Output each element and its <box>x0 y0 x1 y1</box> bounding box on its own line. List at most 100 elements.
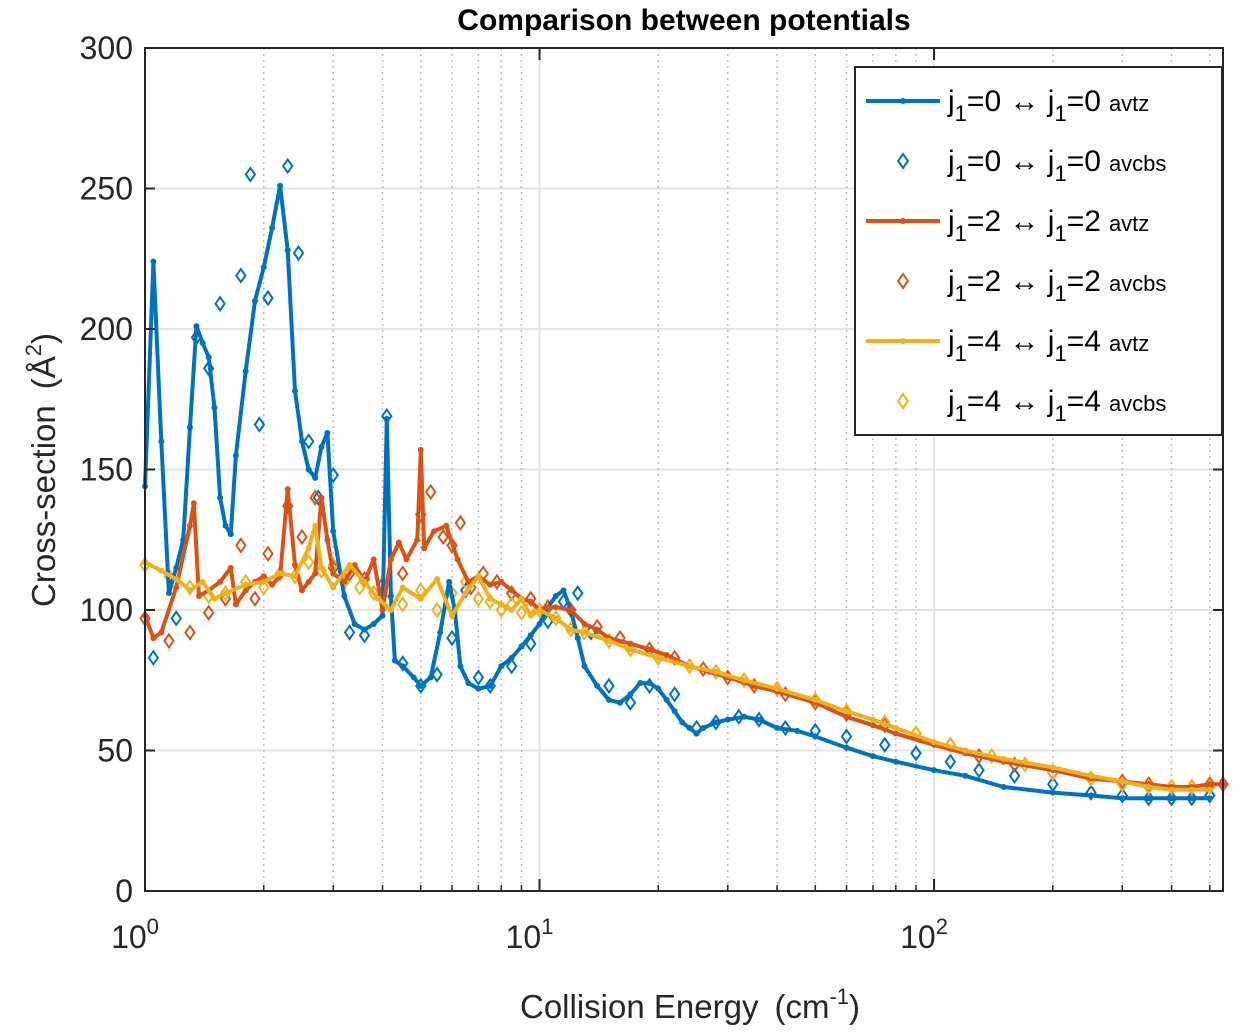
data-marker <box>262 545 274 563</box>
data-point <box>700 725 707 732</box>
data-point <box>251 297 258 304</box>
data-point <box>260 578 267 585</box>
y-tick-label: 0 <box>115 873 133 909</box>
y-axis-label: Cross-section (Å2) <box>21 333 62 607</box>
x-tick-exponent: 0 <box>147 914 159 939</box>
x-tick-label: 102 <box>900 914 948 955</box>
data-marker <box>396 565 409 582</box>
data-point <box>443 522 450 529</box>
legend-subscript: 1 <box>1054 281 1066 306</box>
data-marker <box>292 244 305 262</box>
data-point <box>536 607 543 613</box>
legend-item-avtz4: j1=4 ↔ j1=4 avtz <box>866 325 1149 366</box>
data-point <box>217 494 224 501</box>
data-point <box>370 621 377 628</box>
y-axis-unit-exponent: 2 <box>21 344 46 356</box>
data-point <box>150 635 157 642</box>
data-marker <box>253 416 266 433</box>
data-marker <box>170 610 183 627</box>
data-point <box>646 680 653 687</box>
x-axis-label-text: Collision Energy <box>520 988 759 1025</box>
data-point <box>774 685 781 692</box>
legend-subscript: 1 <box>1054 341 1066 366</box>
data-point <box>498 601 505 608</box>
data-marker <box>624 694 637 711</box>
x-tick-exponent: 2 <box>936 914 948 939</box>
data-point <box>527 612 534 619</box>
y-tick-label: 200 <box>80 311 133 347</box>
data-marker <box>257 579 270 596</box>
data-point <box>1206 795 1213 802</box>
data-point <box>518 595 525 602</box>
data-point <box>260 573 267 580</box>
data-point <box>277 570 284 577</box>
data-marker <box>910 745 922 762</box>
data-point <box>724 716 731 723</box>
data-point <box>417 682 424 689</box>
data-point <box>1000 755 1007 762</box>
data-point <box>465 680 472 687</box>
y-axis-unit: (Å <box>25 356 62 389</box>
data-point <box>391 657 398 664</box>
y-axis-label-text: Cross-section <box>25 405 62 607</box>
data-point <box>567 607 574 613</box>
data-point <box>232 601 239 608</box>
data-point <box>205 354 212 361</box>
data-point <box>305 578 312 585</box>
legend-potential-tag: avcbs <box>1109 151 1166 176</box>
data-marker <box>446 629 458 647</box>
legend-subscript: 1 <box>1054 221 1066 246</box>
data-point <box>655 654 662 661</box>
data-point <box>330 528 337 535</box>
data-marker <box>244 166 257 183</box>
data-point <box>330 584 337 591</box>
data-point <box>346 562 353 569</box>
data-point <box>158 629 165 636</box>
data-point <box>574 635 581 642</box>
data-point <box>199 578 206 585</box>
data-point <box>508 654 515 661</box>
legend-marker-swatch <box>896 392 910 410</box>
legend-potential-tag: avtz <box>1109 91 1149 116</box>
legend-label: j1=2 ↔ j1=2 avtz <box>947 205 1149 246</box>
data-point <box>892 730 899 737</box>
data-point <box>324 536 331 543</box>
y-axis-unit-close: ) <box>25 333 62 344</box>
legend-subscript: 1 <box>955 281 967 306</box>
data-point <box>150 258 157 265</box>
data-point <box>581 629 588 636</box>
legend-subscript: 1 <box>955 161 967 186</box>
legend-subscript: 1 <box>1054 101 1066 126</box>
data-marker <box>309 489 321 506</box>
data-point <box>869 722 876 729</box>
y-tick-label: 100 <box>80 592 133 628</box>
data-marker <box>1116 787 1129 804</box>
data-point <box>1188 786 1195 793</box>
data-marker <box>184 624 196 641</box>
data-point <box>475 685 482 692</box>
data-point <box>165 590 172 597</box>
data-marker <box>235 267 247 284</box>
data-point <box>242 368 249 375</box>
legend-subscript: 1 <box>955 341 967 366</box>
data-marker <box>396 655 409 672</box>
data-point <box>173 576 180 583</box>
data-point <box>211 404 218 411</box>
data-marker <box>446 537 458 554</box>
data-point <box>843 708 850 715</box>
data-marker <box>353 579 366 596</box>
data-point <box>552 592 559 599</box>
data-point <box>305 466 312 473</box>
data-marker <box>235 537 247 554</box>
legend-potential-tag: avcbs <box>1109 391 1166 416</box>
data-point <box>430 528 437 535</box>
data-point <box>361 578 368 585</box>
legend-marker-swatch <box>896 152 910 170</box>
data-point <box>487 595 494 602</box>
data-point <box>318 564 325 571</box>
data-point <box>1188 795 1195 802</box>
data-point <box>663 651 670 658</box>
legend-line-dot <box>900 218 906 224</box>
data-point <box>693 730 700 737</box>
